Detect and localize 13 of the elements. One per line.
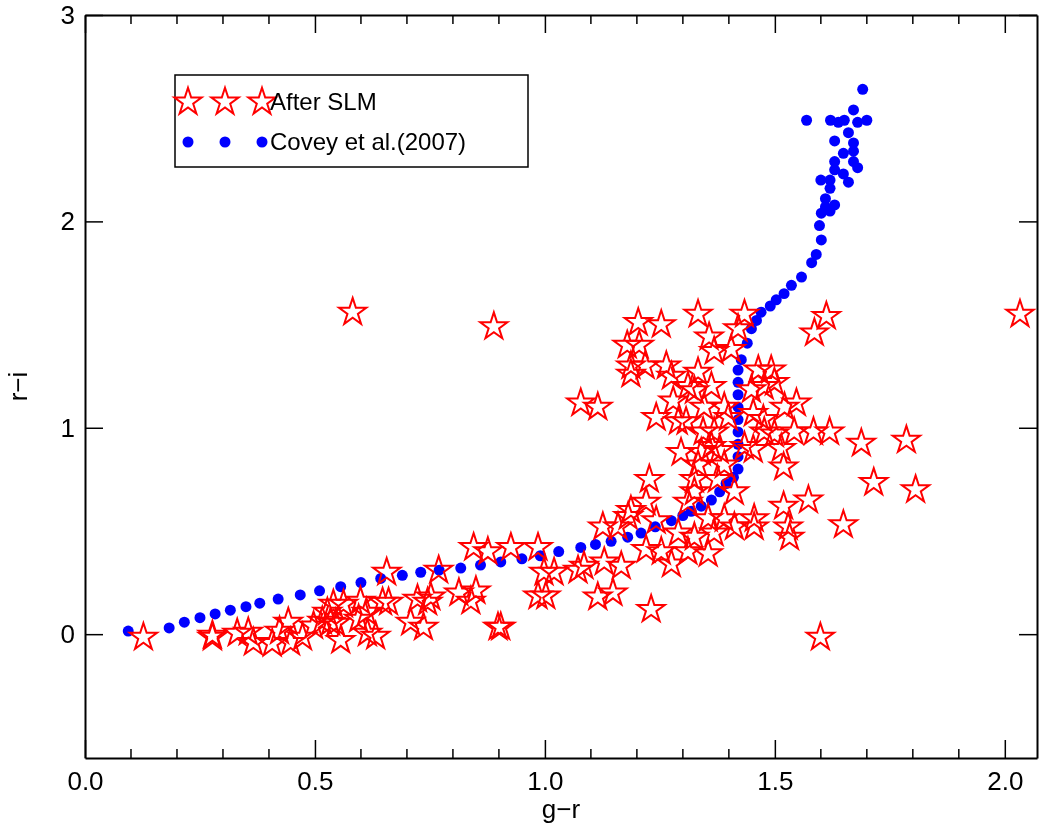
- legend-label: Covey et al.(2007): [270, 128, 467, 156]
- x-tick-label: 1.5: [757, 766, 794, 797]
- x-axis-title: g−r: [541, 794, 581, 824]
- x-tick-label: 1.0: [527, 766, 564, 797]
- y-tick-label: 2: [60, 206, 75, 237]
- y-tick-label: 0: [60, 619, 75, 650]
- y-axis-title: r−i: [3, 371, 33, 402]
- legend-label: After SLM: [270, 88, 377, 116]
- x-tick-label: 0.5: [297, 766, 334, 797]
- y-tick-label: 1: [60, 412, 75, 443]
- x-tick-label: 2.0: [987, 766, 1024, 797]
- y-tick-label: 3: [60, 0, 75, 30]
- x-tick-label: 0.0: [67, 766, 104, 797]
